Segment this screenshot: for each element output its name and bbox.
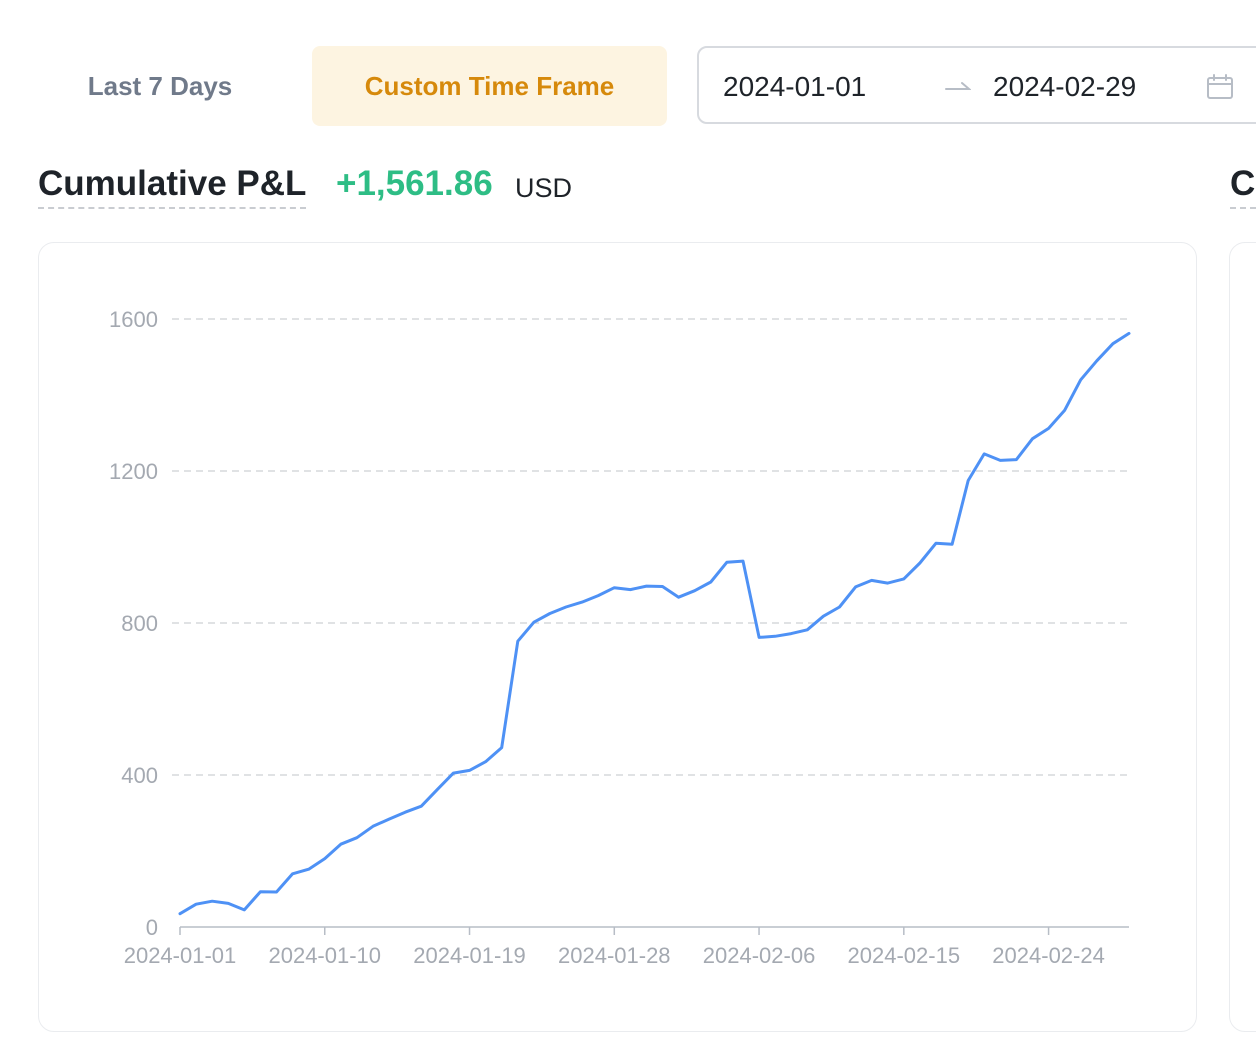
end-date-input[interactable] xyxy=(993,48,1193,126)
y-tick-label: 1600 xyxy=(109,307,158,332)
x-tick-label: 2024-01-19 xyxy=(413,943,526,968)
chart-card xyxy=(38,242,1197,1032)
x-tick-label: 2024-01-28 xyxy=(558,943,671,968)
y-tick-label: 400 xyxy=(121,763,158,788)
y-tick-label: 800 xyxy=(121,611,158,636)
x-tick-label: 2024-02-15 xyxy=(848,943,961,968)
tab-custom-time-frame[interactable]: Custom Time Frame xyxy=(312,46,667,126)
date-range-picker[interactable] xyxy=(697,46,1256,126)
pnl-unit: USD xyxy=(515,173,573,203)
arrow-right-icon xyxy=(945,82,971,90)
y-tick-label: 0 xyxy=(146,915,158,940)
x-tick-label: 2024-02-24 xyxy=(992,943,1105,968)
x-tick-label: 2024-01-10 xyxy=(268,943,381,968)
calendar-icon[interactable] xyxy=(1206,73,1234,101)
x-tick-label: 2024-01-01 xyxy=(124,943,237,968)
next-panel-title[interactable]: Cumulative P&L xyxy=(1230,163,1256,209)
start-date-input[interactable] xyxy=(723,48,923,126)
x-tick-label: 2024-02-06 xyxy=(703,943,816,968)
series-line xyxy=(178,331,1131,916)
tab-last-7-days[interactable]: Last 7 Days xyxy=(87,70,233,101)
cumulative-pnl-title[interactable]: Cumulative P&L xyxy=(38,163,307,209)
cumulative-pnl-value: +1,561.86 xyxy=(336,164,493,203)
y-tick-label: 1200 xyxy=(109,459,158,484)
next-chart-card xyxy=(1229,242,1256,1032)
